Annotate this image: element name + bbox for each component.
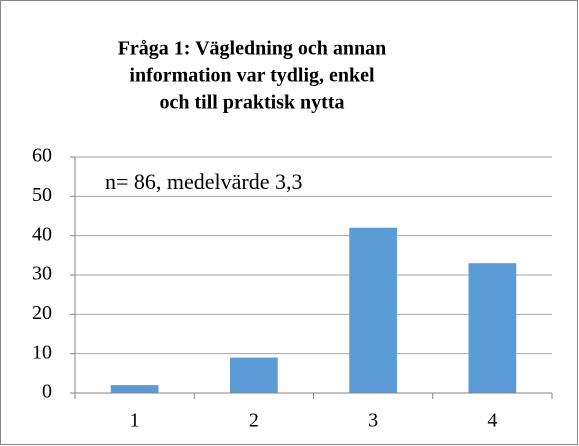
x-tick-label: 1: [130, 410, 140, 432]
bar: [349, 227, 397, 393]
bar: [230, 357, 278, 393]
chart-title: information var tydlig, enkel: [129, 65, 375, 87]
annotation: n= 86, medelvärde 3,3: [105, 169, 303, 194]
y-tick-label: 0: [42, 381, 52, 403]
x-tick-label: 4: [487, 410, 497, 432]
y-tick-label: 30: [32, 263, 52, 285]
y-tick-label: 20: [32, 302, 52, 324]
bar: [468, 263, 517, 393]
x-tick-label: 2: [249, 410, 259, 432]
x-tick-label: 3: [368, 410, 378, 432]
bar: [110, 385, 159, 393]
y-tick-label: 60: [32, 145, 52, 167]
y-tick-label: 40: [32, 223, 52, 245]
chart-title: Fråga 1: Vägledning och annan: [118, 38, 387, 60]
y-tick-label: 10: [32, 341, 52, 363]
chart-title: och till praktisk nytta: [159, 92, 344, 114]
y-tick-label: 50: [32, 184, 52, 206]
